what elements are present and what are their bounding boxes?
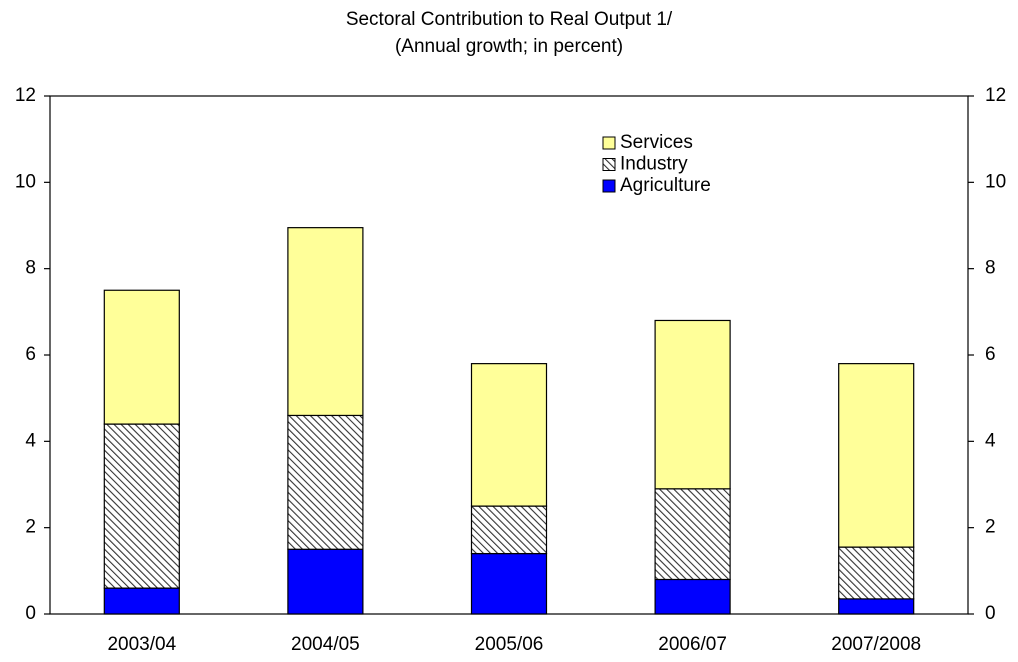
x-tick-label: 2006/07 — [658, 634, 727, 655]
bar-segment — [838, 546, 915, 600]
bar-segment — [103, 289, 180, 425]
bar-segment — [470, 505, 548, 555]
y2-tick-label: 0 — [985, 603, 996, 624]
x-tick-label: 2007/2008 — [831, 634, 921, 655]
y-tick-label: 10 — [15, 171, 36, 192]
bar-segment — [103, 423, 180, 589]
bar-segment — [838, 598, 915, 615]
chart-subtitle: (Annual growth; in percent) — [395, 36, 623, 57]
y-tick-label: 4 — [25, 430, 36, 451]
legend-label: Services — [620, 132, 693, 153]
x-tick-label: 2005/06 — [475, 634, 544, 655]
legend-swatch — [602, 179, 616, 193]
bar-segment — [470, 552, 548, 615]
y2-tick-label: 8 — [985, 258, 996, 279]
bar-segment — [287, 227, 364, 417]
legend-swatch — [602, 136, 616, 150]
y-tick-label: 12 — [15, 85, 36, 106]
y-tick-label: 0 — [25, 603, 36, 624]
legend-swatch — [602, 158, 616, 171]
bar-segment — [654, 488, 731, 581]
x-tick-label: 2004/05 — [291, 634, 360, 655]
x-tick-label: 2003/04 — [107, 634, 176, 655]
y2-tick-label: 12 — [985, 85, 1006, 106]
y2-tick-label: 2 — [985, 517, 996, 538]
legend-label: Agriculture — [620, 175, 711, 196]
bar-segment — [287, 548, 364, 615]
bar-segment — [470, 363, 548, 507]
bar-segment — [287, 414, 364, 550]
chart-title: Sectoral Contribution to Real Output 1/ — [346, 9, 673, 30]
y-tick-label: 8 — [25, 258, 36, 279]
bar-segment — [654, 578, 731, 615]
bar-segment — [654, 319, 731, 490]
y2-tick-label: 6 — [985, 344, 996, 365]
bar-segment — [838, 363, 915, 548]
y-tick-label: 2 — [25, 517, 36, 538]
legend-label: Industry — [620, 154, 688, 175]
y-tick-label: 6 — [25, 344, 36, 365]
y2-tick-label: 4 — [985, 430, 996, 451]
bar-segment — [103, 587, 180, 615]
y2-tick-label: 10 — [985, 171, 1006, 192]
